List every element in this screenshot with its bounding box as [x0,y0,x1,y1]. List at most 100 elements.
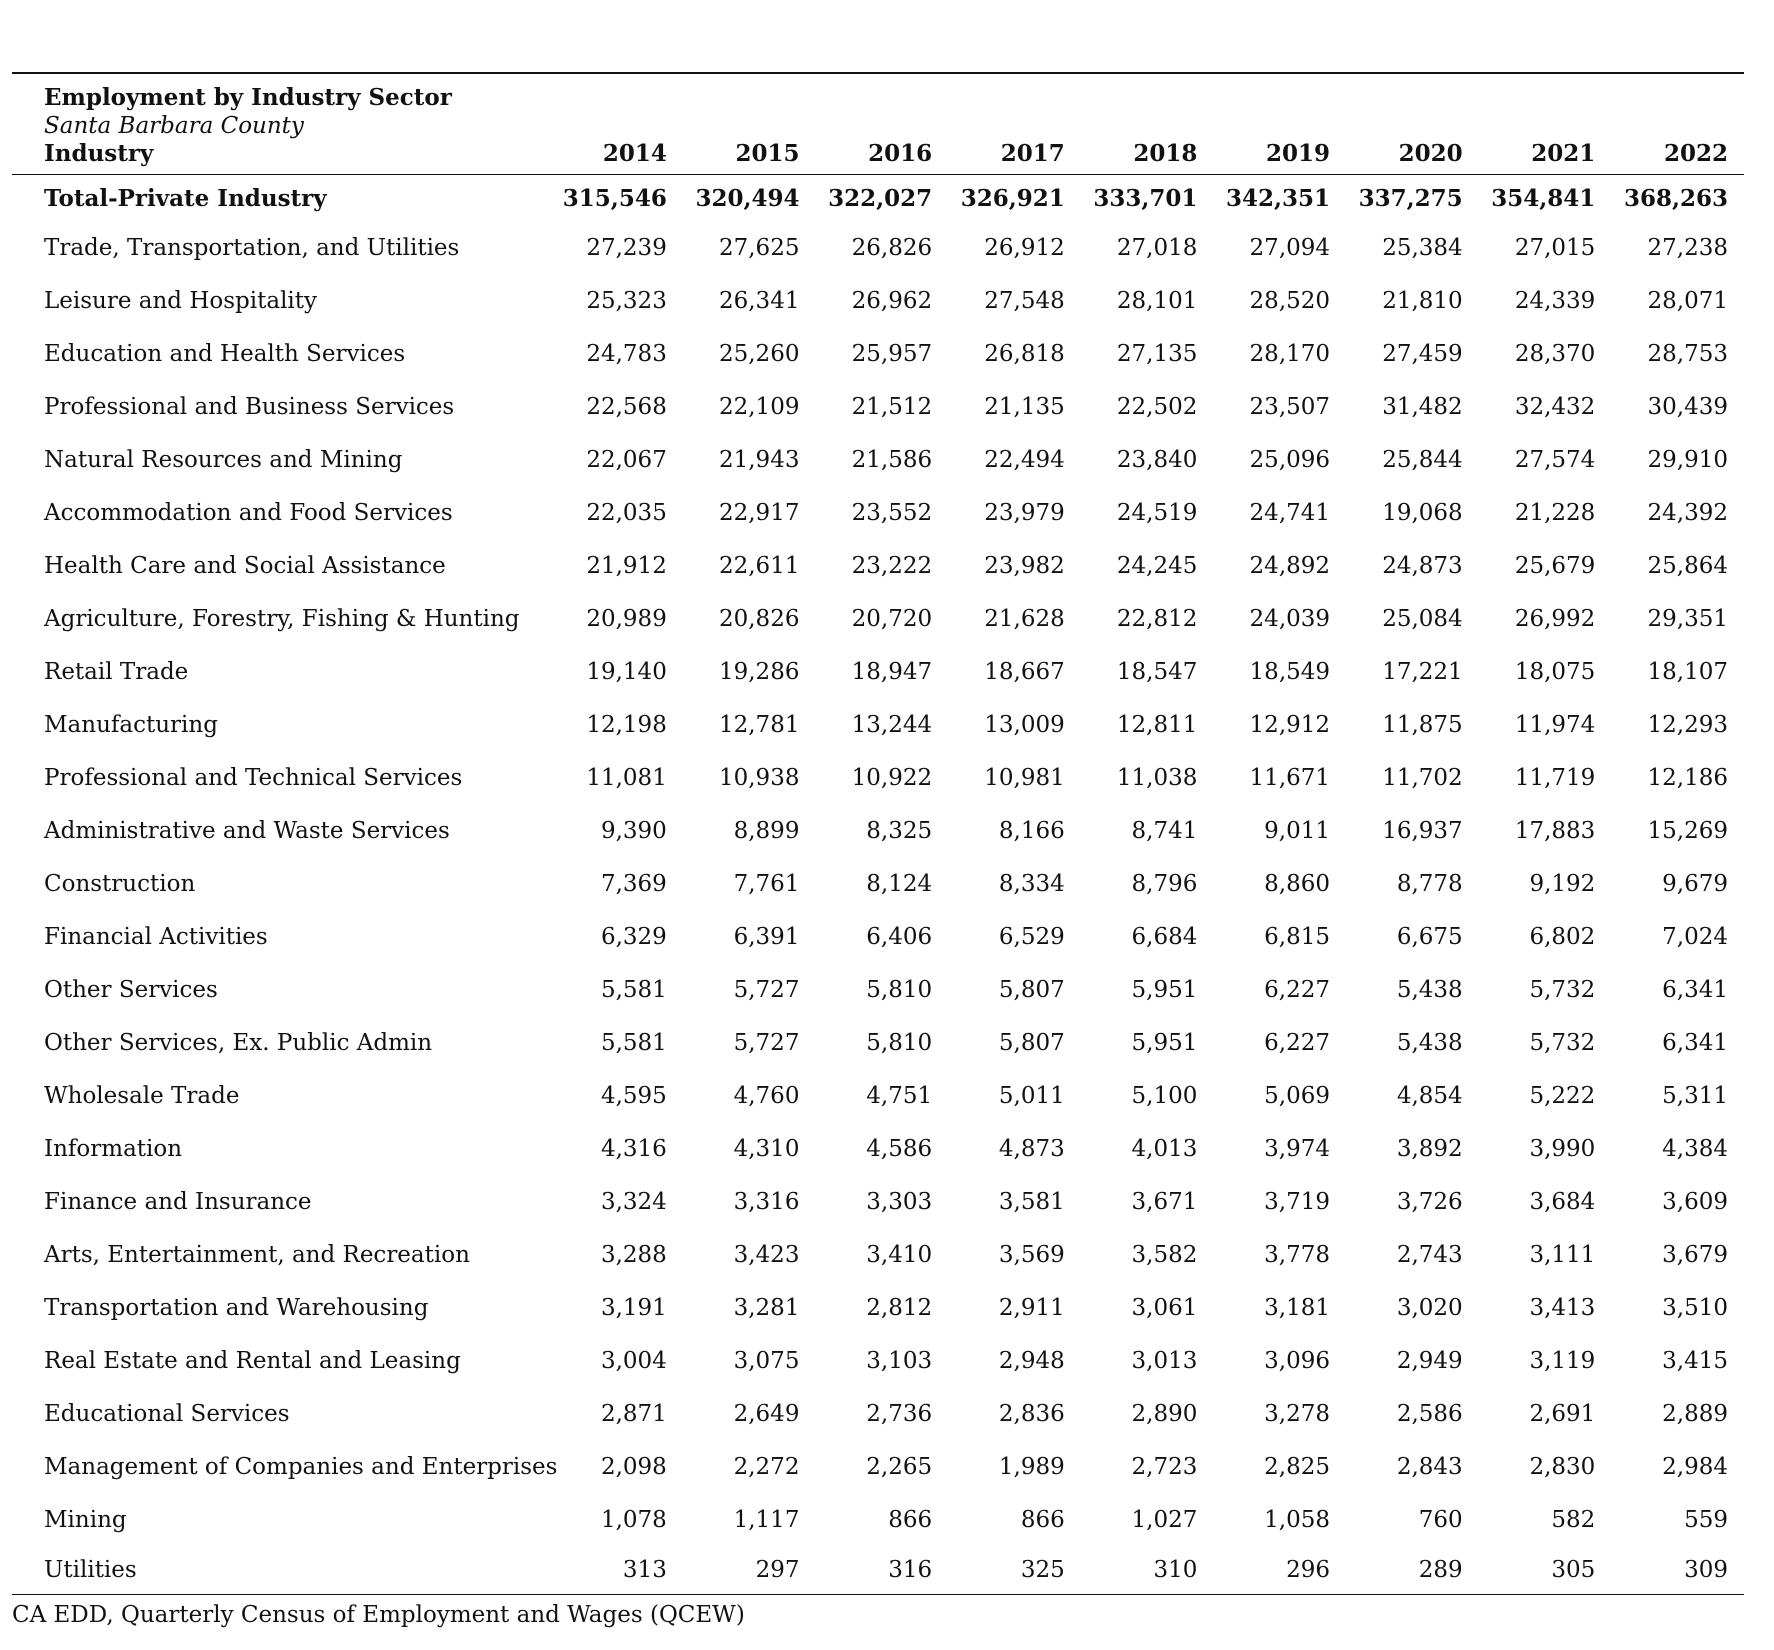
employment-value-cell: 28,753 [1647,340,1728,367]
employment-value-cell: 6,684 [1131,923,1198,950]
employment-value-cell: 1,027 [1131,1506,1198,1533]
employment-value-cell: 3,181 [1264,1294,1331,1321]
employment-table: Employment by Industry Sector Santa Barb… [12,72,1744,1595]
employment-value-cell: 22,917 [718,499,800,526]
employment-value-cell: 2,949 [1396,1347,1463,1374]
employment-value-cell: 5,438 [1396,976,1463,1003]
employment-value-cell: 11,081 [586,764,667,791]
employment-value-cell: 26,912 [984,234,1065,261]
industry-label: Professional and Business Services [44,393,455,420]
employment-value-cell: 3,281 [733,1294,800,1321]
employment-value-cell: 29,910 [1647,446,1728,473]
employment-value-cell: 3,569 [998,1241,1065,1268]
employment-value-cell: 18,075 [1514,658,1596,685]
year-column-header: 2019 [1213,140,1347,175]
employment-value-cell: 2,911 [998,1294,1065,1321]
employment-value-cell: 8,166 [998,817,1065,844]
employment-value-cell: 3,679 [1662,1241,1728,1268]
year-column-header: 2022 [1611,140,1744,175]
table-row: Professional and Business Services 22,568… [12,380,1744,433]
employment-value-cell: 5,727 [733,976,800,1003]
table-row: Agriculture, Forestry, Fishing & Hunting… [12,592,1744,645]
employment-value-cell: 18,947 [851,658,933,685]
year-column-header: 2021 [1478,140,1612,175]
employment-value-cell: 559 [1684,1506,1728,1533]
employment-value-cell: 4,310 [733,1135,800,1162]
table-row: Health Care and Social Assistance 21,912 2… [12,539,1744,592]
table-row: Utilities 313 297 316 325 310 296 289 305 309 [12,1546,1744,1595]
table-row: Retail Trade 19,140 19,286 18,947 18,667 18,5… [12,645,1744,698]
employment-value-cell: 12,912 [1249,711,1331,738]
employment-value-cell: 8,334 [998,870,1065,897]
industry-label: Finance and Insurance [44,1188,312,1215]
employment-value-cell: 3,582 [1131,1241,1198,1268]
employment-value-cell: 316 [815,1546,949,1595]
source-note: CA EDD, Quarterly Census of Employment a… [12,1602,745,1628]
employment-value-cell: 19,286 [718,658,800,685]
employment-value-cell: 13,009 [984,711,1065,738]
employment-value-cell: 23,222 [851,552,933,579]
employment-value-cell: 866 [888,1506,933,1533]
employment-value-cell: 2,984 [1662,1453,1728,1480]
employment-value-cell: 22,611 [718,552,800,579]
employment-value-cell: 3,671 [1131,1188,1198,1215]
employment-value-cell: 23,507 [1249,393,1331,420]
employment-value-cell: 3,974 [1264,1135,1331,1162]
employment-value-cell: 21,228 [1514,499,1596,526]
employment-value-cell: 3,410 [866,1241,933,1268]
year-column-header: 2018 [1080,140,1214,175]
employment-value-cell: 760 [1418,1506,1463,1533]
employment-value-cell: 6,227 [1264,976,1331,1003]
employment-value-cell: 6,329 [600,923,667,950]
employment-value-cell: 13,244 [851,711,933,738]
employment-value-cell: 5,581 [600,1029,667,1056]
employment-value-cell: 27,018 [1116,234,1198,261]
employment-value-cell: 5,807 [998,976,1065,1003]
employment-value-cell: 24,519 [1116,499,1198,526]
employment-value-cell: 2,812 [866,1294,933,1321]
employment-value-cell: 2,586 [1396,1400,1463,1427]
table-row: Trade, Transportation, and Utilities 27,2… [12,221,1744,274]
employment-value-cell: 2,825 [1264,1453,1331,1480]
employment-value-cell: 16,937 [1382,817,1463,844]
industry-label: Manufacturing [44,711,218,738]
year-column-header: 2017 [948,140,1081,175]
employment-value-cell: 5,069 [1264,1082,1331,1109]
employment-value-cell: 3,075 [733,1347,800,1374]
employment-value-cell: 6,391 [733,923,800,950]
employment-value-cell: 26,341 [718,287,800,314]
employment-value-cell: 3,020 [1396,1294,1463,1321]
total-value-cell: 354,841 [1491,184,1596,212]
industry-label: Health Care and Social Assistance [44,552,446,579]
employment-value-cell: 4,873 [998,1135,1065,1162]
employment-value-cell: 11,038 [1116,764,1198,791]
employment-value-cell: 18,549 [1249,658,1331,685]
industry-label: Agriculture, Forestry, Fishing & Hunting [44,605,520,632]
employment-value-cell: 20,989 [586,605,667,632]
employment-value-cell: 5,807 [998,1029,1065,1056]
employment-value-cell: 18,667 [984,658,1065,685]
table-row: Transportation and Warehousing 3,191 3,281… [12,1281,1744,1334]
employment-value-cell: 6,675 [1396,923,1463,950]
table-subtitle: Santa Barbara County [44,113,304,139]
industry-label: Other Services [44,976,218,1003]
table-row: Leisure and Hospitality 25,323 26,341 26,96… [12,274,1744,327]
employment-value-cell: 30,439 [1647,393,1728,420]
employment-value-cell: 2,830 [1529,1453,1596,1480]
employment-value-cell: 27,459 [1382,340,1463,367]
table-row: Other Services 5,581 5,727 5,810 5,807 5,951 6… [12,963,1744,1016]
employment-value-cell: 313 [550,1546,683,1595]
employment-value-cell: 3,004 [600,1347,667,1374]
employment-value-cell: 19,140 [586,658,667,685]
employment-value-cell: 3,778 [1264,1241,1331,1268]
employment-value-cell: 325 [948,1546,1081,1595]
table-row: Natural Resources and Mining 22,067 21,943… [12,433,1744,486]
industry-label: Utilities [12,1546,551,1595]
industry-label: Education and Health Services [44,340,406,367]
employment-value-cell: 11,974 [1514,711,1596,738]
employment-value-cell: 3,892 [1396,1135,1463,1162]
employment-value-cell: 3,413 [1529,1294,1596,1321]
industry-label: Management of Companies and Enterprises [44,1453,558,1480]
employment-value-cell: 3,061 [1131,1294,1198,1321]
employment-value-cell: 12,198 [586,711,667,738]
